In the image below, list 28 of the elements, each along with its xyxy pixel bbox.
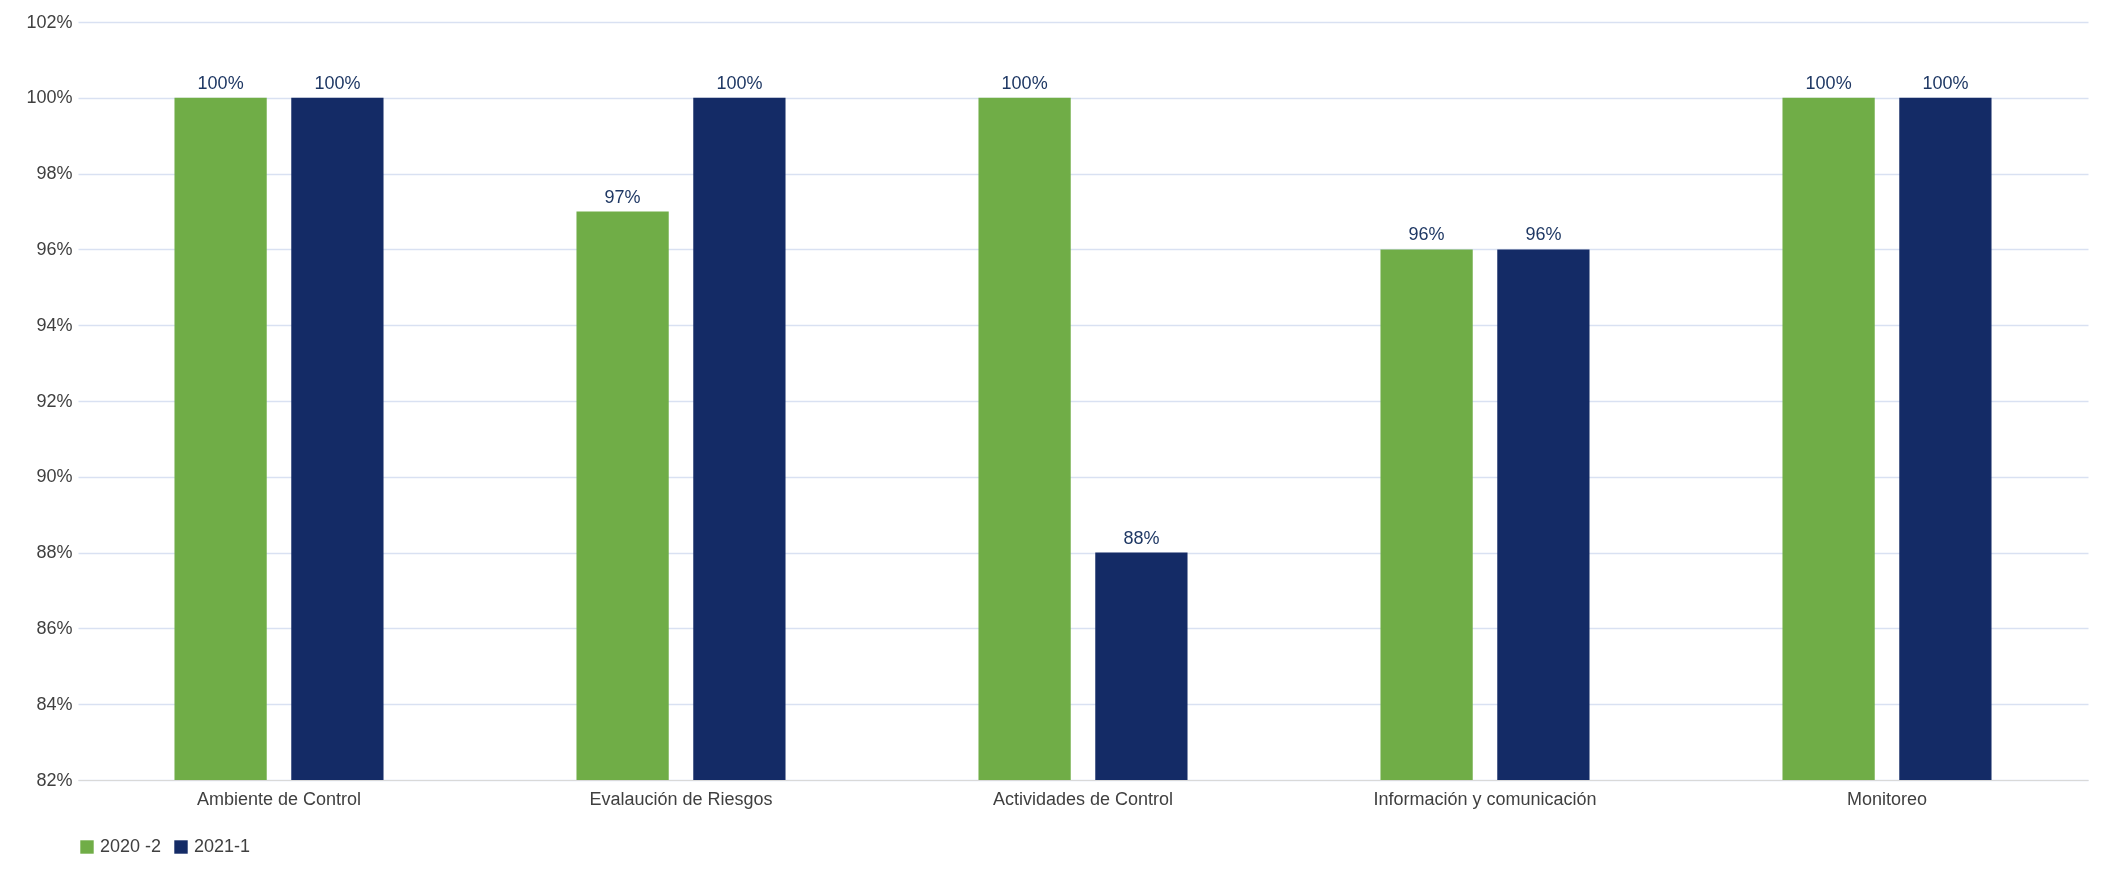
y-tick-label: 90% [36,466,73,487]
y-tick-label: 86% [36,617,73,638]
y-tick-label: 100% [26,87,73,108]
data-label: 100% [1805,72,1852,93]
x-tick-label: Información y comunicación [1373,788,1597,809]
data-label: 100% [716,72,763,93]
y-tick-label: 88% [36,542,73,563]
y-tick-label: 82% [36,769,73,790]
data-label: 88% [1123,527,1160,548]
y-tick-label: 102% [26,11,73,32]
x-tick-label: Evalaución de Riesgos [589,788,773,809]
y-tick-label: 94% [36,314,73,335]
data-label: 97% [604,186,641,207]
data-label: 100% [197,72,244,93]
data-label: 100% [1001,72,1048,93]
y-tick-label: 98% [36,163,73,184]
data-label: 96% [1408,224,1445,245]
y-tick-label: 84% [36,693,73,714]
data-label: 100% [1922,72,1969,93]
x-tick-label: Ambiente de Control [196,788,362,809]
legend-label: 2020 -2 [100,836,162,856]
data-label: 100% [314,72,361,93]
data-label: 96% [1525,224,1562,245]
x-tick-label: Actividades de Control [992,788,1174,809]
legend-label: 2021-1 [194,836,251,856]
x-tick-label: Monitoreo [1846,788,1928,809]
y-tick-label: 92% [36,390,73,411]
y-tick-label: 96% [36,238,73,259]
